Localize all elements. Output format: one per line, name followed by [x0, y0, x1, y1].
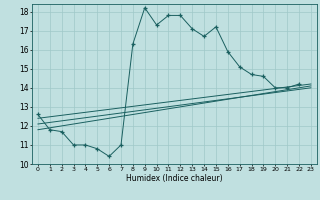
X-axis label: Humidex (Indice chaleur): Humidex (Indice chaleur) — [126, 174, 223, 183]
